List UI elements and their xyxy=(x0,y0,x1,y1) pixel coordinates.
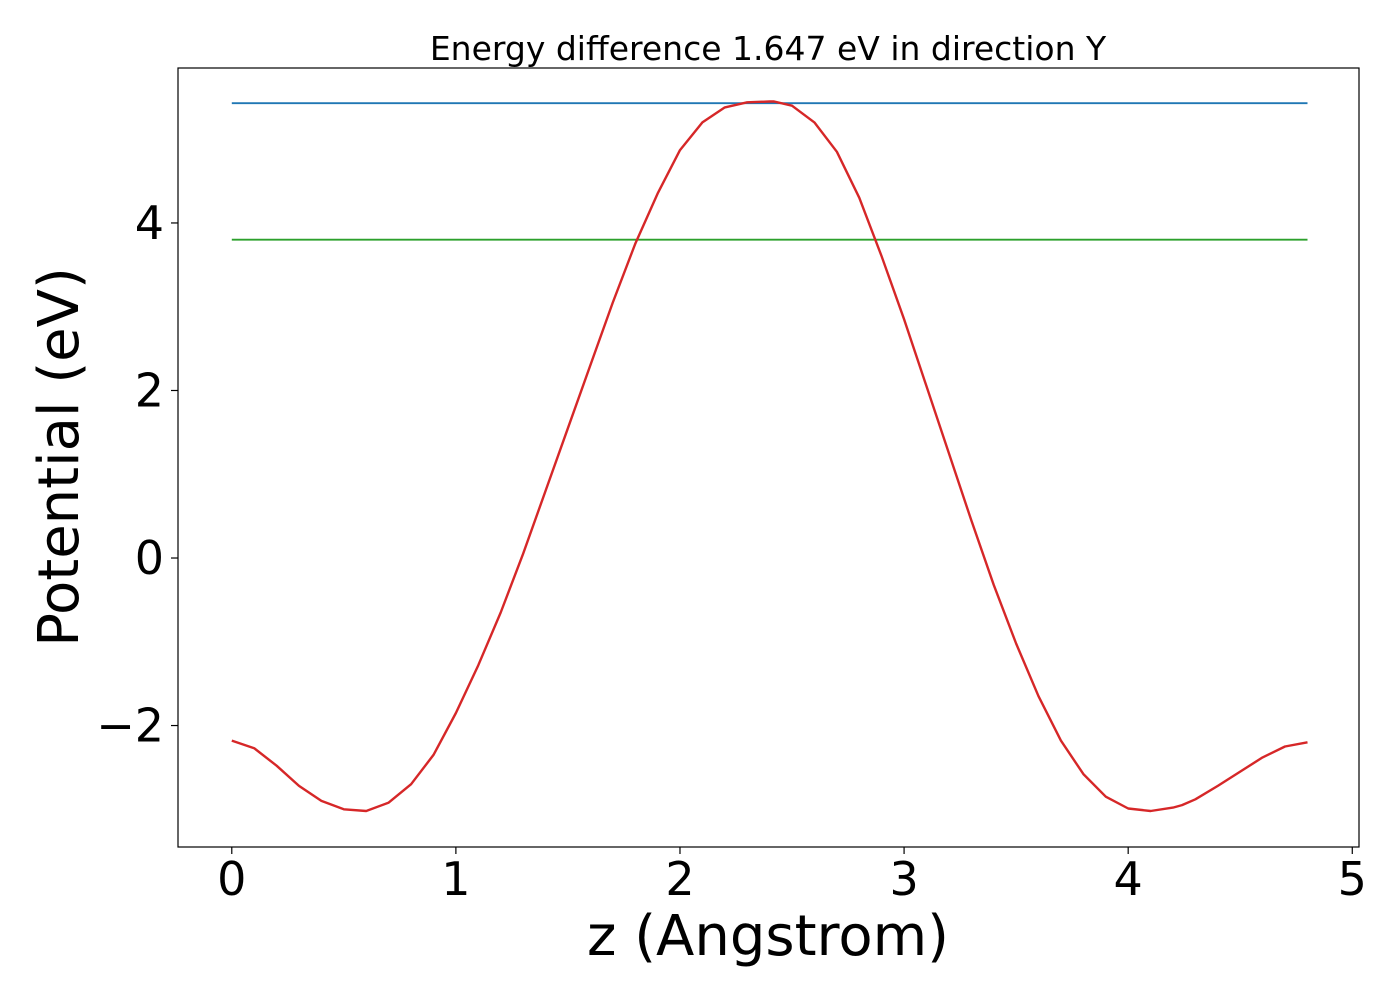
x-axis-label: z (Angstrom) xyxy=(587,904,949,969)
x-tick-label: 3 xyxy=(889,852,918,906)
x-tick-label: 1 xyxy=(441,852,470,906)
y-axis-label: Potential (eV) xyxy=(27,267,92,647)
x-tick-label: 4 xyxy=(1114,852,1143,906)
y-tick-label: 2 xyxy=(135,363,164,417)
x-tick-label: 0 xyxy=(217,852,246,906)
series-line-2 xyxy=(231,100,1308,813)
x-tick-label: 5 xyxy=(1338,852,1367,906)
ticks-layer: 0 1 2 3 4 5 −2 0 2 4 xyxy=(96,196,1367,906)
series-layer xyxy=(231,100,1308,813)
plot-area-frame xyxy=(177,67,1360,848)
y-tick-label: 4 xyxy=(135,196,164,250)
chart-title: Energy difference 1.647 eV in direction … xyxy=(430,29,1107,68)
y-tick-label: 0 xyxy=(135,531,164,585)
x-tick-label: 2 xyxy=(665,852,694,906)
y-tick-label: −2 xyxy=(96,699,164,753)
